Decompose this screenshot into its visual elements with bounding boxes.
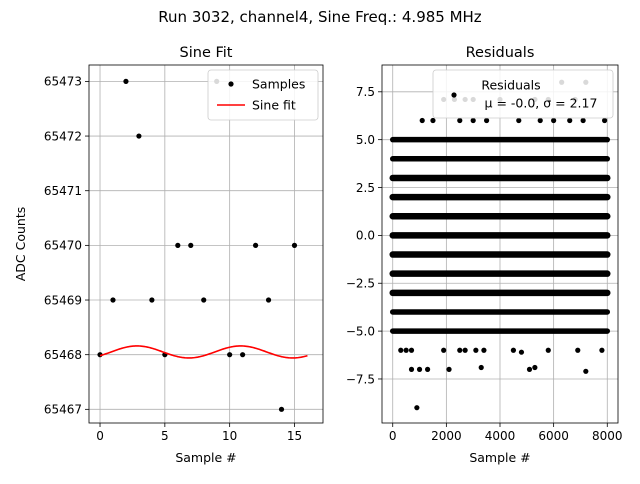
sine-fit-legend: Samples Sine fit — [207, 69, 319, 121]
legend-residuals-stats: μ = -0.0, σ = 2.17 — [485, 96, 598, 111]
residual-point — [416, 366, 423, 372]
residuals-legend: Residuals μ = -0.0, σ = 2.17 — [432, 69, 614, 119]
sample-point — [175, 242, 181, 248]
residual-point — [473, 347, 479, 353]
residual-point — [580, 117, 586, 124]
sine-fit-ytick-label: 65467 — [44, 403, 82, 417]
residual-point — [457, 117, 463, 124]
legend-samples-marker — [228, 81, 234, 87]
residuals-axes: Residuals Sample # 0 2000 4000 6000 8000 −7.5… — [346, 45, 623, 465]
legend-residuals-marker — [451, 92, 457, 98]
sine-fit-title: Sine Fit — [180, 45, 233, 61]
sine-fit-ytick-label: 65471 — [44, 184, 82, 198]
sample-point — [136, 133, 142, 139]
legend-frame — [432, 69, 614, 119]
residual-point — [462, 347, 468, 353]
residuals-xtick-label: 4000 — [485, 429, 516, 443]
residual-point — [601, 117, 608, 124]
residual-point — [398, 347, 404, 353]
residuals-title: Residuals — [466, 45, 535, 61]
residual-point — [403, 347, 409, 353]
sample-point — [149, 297, 155, 303]
residual-point — [430, 117, 436, 124]
residual-point — [537, 117, 543, 124]
sine-fit-spine — [88, 64, 324, 424]
residual-point — [516, 117, 522, 124]
legend-samples-label: Samples — [252, 77, 305, 92]
residual-point — [510, 347, 517, 353]
sample-point — [291, 242, 298, 248]
sample-point — [265, 297, 272, 303]
sample-point — [201, 297, 207, 303]
residual-point — [424, 366, 431, 372]
residual-point — [408, 366, 415, 372]
residual-point — [470, 117, 476, 124]
residual-point — [419, 117, 425, 124]
residuals-ytick-label: −7.5 — [346, 372, 375, 386]
sample-point — [240, 352, 246, 358]
residual-point — [441, 347, 447, 353]
residual-point — [545, 347, 551, 353]
residuals-ytick-label: −2.5 — [346, 277, 375, 291]
residuals-xtick-label: 0 — [389, 429, 397, 443]
sine-fit-ytick-label: 65469 — [44, 293, 82, 307]
figure-suptitle: Run 3032, channel4, Sine Freq.: 4.985 MH… — [158, 8, 482, 26]
sine-fit-xtick-label: 5 — [161, 429, 169, 443]
residual-point — [518, 349, 525, 355]
sample-point — [278, 406, 285, 412]
sine-fit-ytick-label: 65473 — [44, 75, 82, 89]
sine-fit-xtick-label: 0 — [96, 429, 104, 443]
residuals-ytick-label: 0.0 — [356, 229, 375, 243]
residual-point — [478, 364, 484, 371]
sample-point — [227, 352, 233, 358]
residuals-ytick-label: 2.5 — [356, 181, 375, 195]
residuals-xtick-label: 6000 — [538, 429, 569, 443]
sample-point — [110, 297, 116, 303]
sine-fit-ytick-label: 65468 — [44, 348, 82, 362]
residuals-ytick-label: −5.0 — [346, 324, 375, 338]
sine-fit-axes: Sine Fit Sample # ADC Counts 0 5 10 15 65467… — [13, 45, 324, 465]
residual-point — [526, 366, 533, 372]
sine-fit-ylabel: ADC Counts — [13, 207, 28, 282]
residuals-xlabel: Sample # — [469, 450, 530, 465]
residual-point — [567, 117, 573, 124]
residual-point — [583, 368, 589, 374]
residual-point — [532, 364, 538, 371]
residuals-ytick-label: 5.0 — [356, 133, 375, 147]
sine-fit-line — [99, 345, 308, 359]
residuals-xtick-label: 8000 — [592, 429, 623, 443]
sample-point — [252, 242, 259, 248]
legend-frame — [207, 69, 319, 121]
legend-sine-fit-label: Sine fit — [252, 98, 296, 113]
residual-point — [446, 366, 452, 372]
residual-point — [575, 347, 581, 353]
sine-fit-ytick-label: 65470 — [44, 239, 82, 253]
residual-point — [483, 117, 490, 124]
sample-point — [123, 78, 129, 84]
residuals-xtick-label: 2000 — [431, 429, 462, 443]
residuals-spine — [381, 64, 619, 424]
sine-fit-ytick-label: 65472 — [44, 129, 82, 143]
sample-point — [188, 242, 194, 248]
residual-point — [457, 347, 463, 353]
sine-fit-xlabel: Sample # — [175, 450, 236, 465]
sine-fit-xtick-label: 10 — [222, 429, 237, 443]
residual-point — [599, 347, 605, 353]
residuals-ytick-label: 7.5 — [356, 85, 375, 99]
residual-point — [551, 117, 557, 124]
legend-residuals-label: Residuals — [481, 78, 540, 93]
residual-point — [408, 347, 415, 353]
residual-point — [481, 347, 487, 353]
residual-point — [414, 405, 420, 411]
sine-fit-xtick-label: 15 — [287, 429, 302, 443]
